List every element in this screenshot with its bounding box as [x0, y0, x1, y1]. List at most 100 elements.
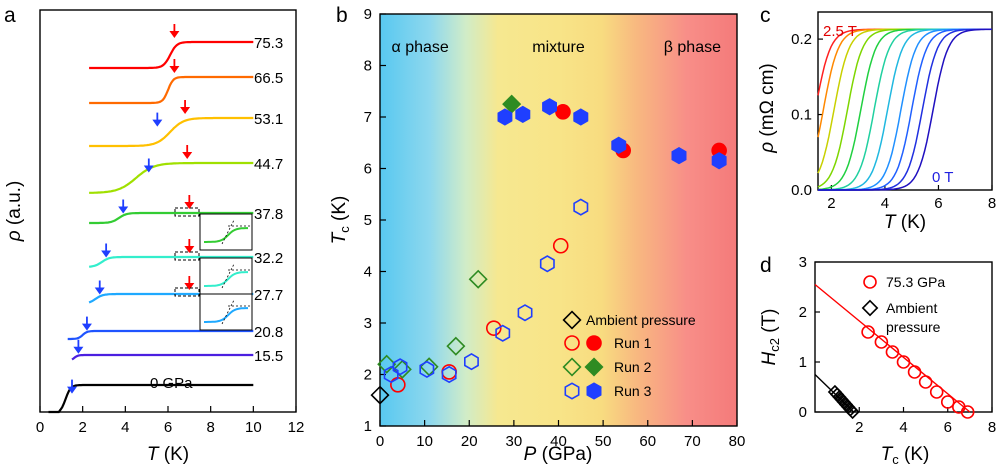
panel-b-point — [495, 324, 511, 342]
panel-a-insets — [174, 207, 253, 331]
panel-c-bottom-label: 0 T — [932, 169, 953, 186]
panel-a-pressure-label: 44.7 — [254, 156, 283, 173]
panel-label-b: b — [336, 4, 348, 27]
panel-label-a: a — [4, 4, 16, 27]
panel-b-legend-marker — [586, 335, 602, 351]
panel-a-arrow-head — [152, 119, 163, 127]
panel-b-phase-label: β phase — [664, 39, 721, 56]
panel-a-arrow-head — [94, 287, 105, 295]
panel-a-inset-curve — [204, 227, 248, 243]
panel-a-arrow-head — [169, 31, 180, 38]
panel-d-x-var: T — [881, 444, 894, 465]
panel-b-point — [383, 365, 399, 384]
panel-label-c: c — [760, 4, 771, 27]
panel-b-point — [468, 269, 488, 289]
panel-a-pressure-label: 32.2 — [254, 250, 283, 267]
panel-d-points — [814, 283, 975, 420]
panel-c-x-label: T (K) — [884, 212, 926, 233]
panel-d-point — [918, 375, 933, 389]
panel-a-x-unit: (K) — [159, 444, 190, 465]
panel-b-point — [485, 320, 502, 336]
panel-b-point — [446, 336, 466, 356]
panel-c-curve — [817, 28, 992, 191]
panel-b-point — [441, 365, 457, 384]
panel-a-x-tick-label: 2 — [78, 419, 86, 436]
panel-c-frame — [817, 11, 993, 191]
panel-b-y-tick-label: 8 — [364, 58, 372, 75]
panel-b-x-tick-label: 0 — [376, 433, 384, 450]
panel-b-y-unit: (K) — [329, 196, 350, 227]
panel-a-arrow-head — [184, 202, 195, 209]
panel-b-x-tick-label: 30 — [506, 433, 523, 450]
panel-label-d: d — [760, 254, 772, 277]
panel-a-arrow-head — [143, 165, 154, 173]
panel-b-legend-marker — [562, 357, 582, 377]
panel-d-point — [845, 404, 860, 420]
panel-b-point — [573, 108, 589, 126]
panel-b-x-label: P (GPa) — [524, 444, 593, 465]
panel-c-curve — [818, 28, 992, 191]
panel-a-arrow-head — [101, 250, 112, 258]
panel-d-x-tick-label: 8 — [988, 419, 996, 436]
panel-a-inset-curve — [204, 307, 248, 323]
panel-d-x-tick-label: 2 — [855, 419, 863, 436]
panel-b-y-tick-label: 2 — [364, 367, 372, 384]
panel-d-y-tick-label: 2 — [799, 304, 807, 321]
panel-a-inset-zoom-marker — [174, 251, 200, 261]
panel-a-x-ticks: 0 2 4 6 8 10 12 — [36, 406, 305, 436]
panel-d-point — [885, 345, 900, 359]
panel-b-phase-label: α phase — [392, 39, 449, 56]
panel-b-point — [377, 354, 397, 374]
panel-b-y-tick-label: 3 — [364, 315, 372, 332]
panel-d-point — [874, 335, 889, 349]
panel-b-x-tick-label: 10 — [416, 433, 433, 450]
panel-b-ticks: 0 10 20 30 40 50 60 70 80 1 2 3 4 5 6 7 8 9 — [364, 6, 746, 450]
panel-d-y-sub: c2 — [767, 338, 782, 352]
panel-a-arrow-head — [81, 323, 92, 331]
panel-c-x-tick-label: 6 — [934, 195, 942, 212]
panel-b-point — [539, 255, 555, 273]
panel-a-pressure-label: 0 GPa — [150, 375, 193, 392]
panel-b-y-tick-label: 4 — [364, 264, 372, 281]
panel-b-point — [711, 152, 727, 170]
panel-a-curve — [89, 255, 254, 268]
panel-d-point — [960, 405, 975, 419]
panel-d-point — [907, 365, 922, 379]
panel-a-inset-guide — [221, 299, 235, 325]
panel-b-point — [611, 136, 627, 154]
panel-b-y-tick-label: 5 — [364, 212, 372, 229]
panel-d-legend-label: Ambient — [886, 300, 937, 316]
panel-d-y-tick-label: 0 — [799, 404, 807, 421]
panel-c-curve — [818, 28, 992, 191]
panel-a: 0 2 4 6 8 10 12 75.3 66.5 53.1 44.7 37.8 32.2 27.7 20… — [4, 9, 305, 465]
panel-d-legend-marker — [863, 275, 877, 289]
panel-b-legend-label: Ambient pressure — [586, 312, 696, 328]
panel-a-arrow-head — [182, 152, 193, 159]
panel-c-curve — [817, 28, 992, 138]
panel-b-x-tick-label: 20 — [461, 433, 478, 450]
panel-c-x-tick-label: 2 — [827, 195, 835, 212]
panel-d-y-label: Hc2 (T) — [759, 308, 782, 365]
panel-b-point — [497, 108, 513, 126]
panel-b-point — [552, 237, 569, 254]
panel-d-point — [896, 355, 911, 369]
panel-a-x-tick-label: 6 — [164, 419, 172, 436]
panel-c-x-var: T — [884, 212, 897, 233]
panel-b-point — [542, 98, 558, 116]
panel-b-point — [671, 146, 687, 165]
panel-c-y-tick-label: 0.2 — [791, 31, 812, 48]
panel-b-point — [555, 104, 571, 120]
panel-a-y-label: ρ (a.u.) — [4, 181, 25, 243]
panel-a-pressure-label: 27.7 — [254, 287, 283, 304]
panel-c-y-unit: (mΩ cm) — [757, 63, 778, 142]
panel-b-y-label: Tc (K) — [329, 196, 352, 245]
panel-b-x-tick-label: 50 — [595, 433, 612, 450]
panel-a-pressure-label: 37.8 — [254, 206, 283, 223]
panel-b-legend-marker — [564, 335, 580, 351]
panel-d-x-tick-label: 4 — [899, 419, 907, 436]
panel-b-legend-label: Run 1 — [614, 335, 652, 351]
panel-a-x-tick-label: 12 — [288, 419, 305, 436]
panel-b-legend: Ambient pressure Run 1 Run 2 Run 3 — [562, 310, 696, 400]
panel-d-y-var: H — [759, 352, 780, 366]
panel-d-legend: 75.3 GPa Ambient pressure — [861, 274, 945, 335]
